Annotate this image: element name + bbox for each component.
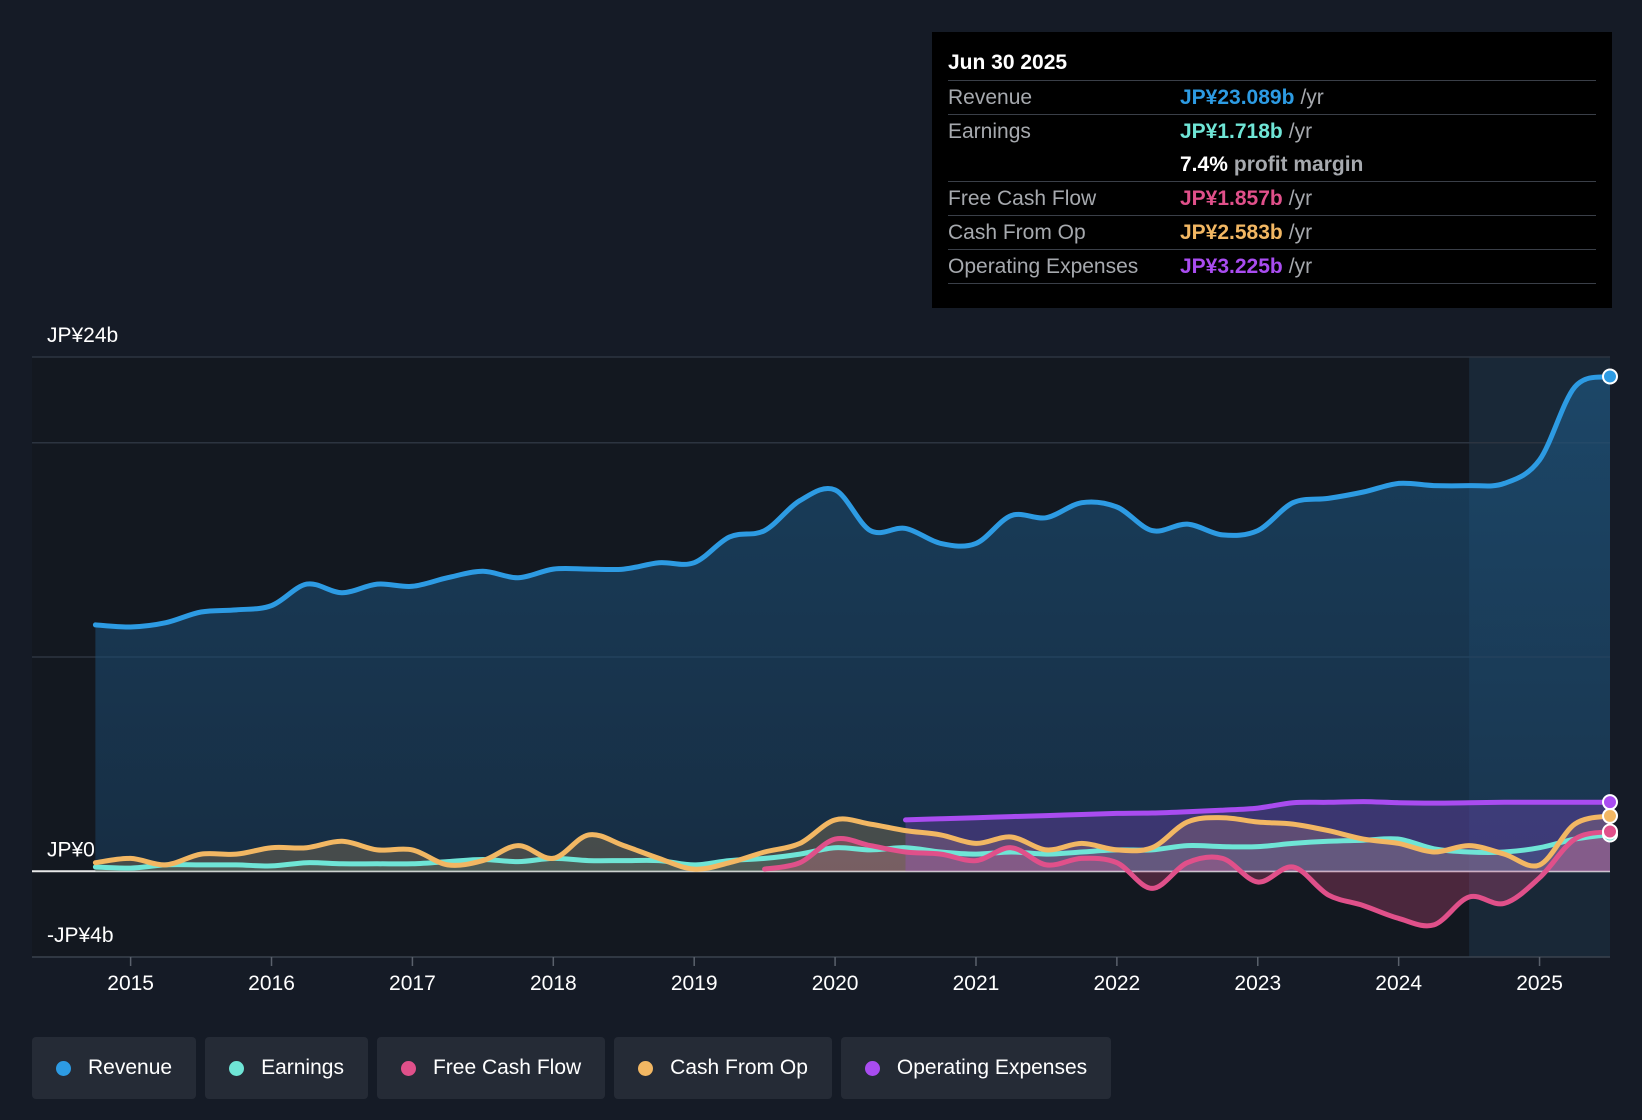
legend-dot-icon bbox=[229, 1060, 245, 1076]
tooltip-row-earnings: Earnings JP¥1.718b/yr bbox=[948, 115, 1596, 148]
tooltip-unit: profit margin bbox=[1233, 153, 1364, 176]
tooltip-value: JP¥2.583b bbox=[1180, 221, 1283, 244]
operating-expenses-line bbox=[903, 799, 1613, 823]
tooltip-date: Jun 30 2025 bbox=[948, 46, 1596, 81]
cash-from-op-area bbox=[95, 815, 1610, 872]
legend-dot-icon bbox=[864, 1060, 880, 1076]
free-cash-flow-end-marker bbox=[1602, 823, 1618, 840]
tooltip-unit: /yr bbox=[1288, 221, 1313, 244]
tooltip-value: JP¥1.857b bbox=[1180, 187, 1283, 210]
y-label-jp-0: JP¥0 bbox=[47, 838, 95, 861]
x-tick-label-2020: 2020 bbox=[812, 972, 859, 995]
y-label-jp-4b: -JP¥4b bbox=[47, 924, 114, 947]
tooltip-unit: /yr bbox=[1288, 255, 1313, 278]
x-tick-label-2025: 2025 bbox=[1516, 972, 1563, 995]
tooltip-value: JP¥3.225b bbox=[1180, 255, 1283, 278]
legend-label: Free Cash Flow bbox=[432, 1056, 582, 1079]
legend-label: Cash From Op bbox=[670, 1056, 808, 1079]
tooltip-label: Revenue bbox=[948, 86, 1033, 109]
x-tick-label-2015: 2015 bbox=[107, 972, 154, 995]
tooltip-row-cash-from-op: Cash From Op JP¥2.583b/yr bbox=[948, 216, 1596, 250]
free-cash-flow-area bbox=[764, 831, 1610, 926]
legend-item-cash-from-op[interactable]: Cash From Op bbox=[614, 1037, 832, 1099]
legend-item-free-cash-flow[interactable]: Free Cash Flow bbox=[376, 1037, 606, 1099]
series-end-markers bbox=[1602, 368, 1618, 843]
x-tick-label-2022: 2022 bbox=[1094, 972, 1141, 995]
legend-dot-icon bbox=[400, 1060, 416, 1076]
tooltip-row-free-cash-flow: Free Cash Flow JP¥1.857b/yr bbox=[948, 182, 1596, 216]
legend-label: Operating Expenses bbox=[896, 1056, 1088, 1079]
free-cash-flow-line bbox=[762, 829, 1613, 929]
x-axis-ticks: 2015 2016 2017 2018 2019 2020 2021 2022 2023 2024… bbox=[107, 957, 1563, 995]
x-tick-label-2023: 2023 bbox=[1234, 972, 1281, 995]
data-tooltip: Jun 30 2025 Revenue JP¥23.089b/yr Earnings… bbox=[932, 32, 1612, 308]
revenue-area bbox=[95, 376, 1610, 872]
tooltip-unit: /yr bbox=[1288, 187, 1313, 210]
tooltip-value: 7.4% bbox=[1180, 153, 1228, 176]
cash-from-op-end-marker bbox=[1602, 807, 1618, 824]
x-tick-label-2016: 2016 bbox=[248, 972, 295, 995]
tooltip-value: JP¥23.089b bbox=[1180, 86, 1295, 109]
legend-item-operating-expenses[interactable]: Operating Expenses bbox=[840, 1037, 1112, 1099]
y-axis-labels: JP¥24b JP¥0 -JP¥4b bbox=[47, 324, 118, 947]
tooltip-row-revenue: Revenue JP¥23.089b/yr bbox=[948, 81, 1596, 115]
legend-item-revenue[interactable]: Revenue bbox=[32, 1037, 197, 1099]
x-tick-label-2019: 2019 bbox=[671, 972, 718, 995]
tooltip-label bbox=[948, 148, 1180, 181]
legend-label: Revenue bbox=[88, 1056, 173, 1079]
legend-label: Earnings bbox=[261, 1056, 344, 1079]
tooltip-row-profit-margin: 7.4% profit margin bbox=[948, 148, 1596, 182]
x-tick-label-2021: 2021 bbox=[953, 972, 1000, 995]
x-tick-label-2018: 2018 bbox=[530, 972, 577, 995]
tooltip-label: Cash From Op bbox=[948, 221, 1086, 244]
legend-dot-icon bbox=[56, 1060, 71, 1076]
revenue-end-marker bbox=[1602, 368, 1618, 385]
legend: Revenue Earnings Free Cash Flow Cash From O… bbox=[32, 1037, 1112, 1099]
legend-dot-icon bbox=[638, 1060, 654, 1076]
tooltip-row-operating-expenses: Operating Expenses JP¥3.225b/yr bbox=[948, 250, 1596, 284]
series-lines bbox=[92, 374, 1613, 929]
tooltip-label: Earnings bbox=[948, 120, 1031, 143]
tooltip-label: Free Cash Flow bbox=[948, 187, 1097, 210]
tooltip-value: JP¥1.718b bbox=[1180, 120, 1283, 143]
operating-expenses-end-marker bbox=[1602, 794, 1618, 811]
x-tick-label-2017: 2017 bbox=[389, 972, 436, 995]
cash-from-op-line bbox=[92, 813, 1613, 872]
legend-item-earnings[interactable]: Earnings bbox=[205, 1037, 368, 1099]
tooltip-label: Operating Expenses bbox=[948, 255, 1139, 278]
x-tick-label-2024: 2024 bbox=[1375, 972, 1422, 995]
y-label-jp-24b: JP¥24b bbox=[47, 324, 118, 347]
tooltip-unit: /yr bbox=[1288, 120, 1313, 143]
tooltip-unit: /yr bbox=[1300, 86, 1324, 109]
revenue-line bbox=[92, 374, 1613, 630]
